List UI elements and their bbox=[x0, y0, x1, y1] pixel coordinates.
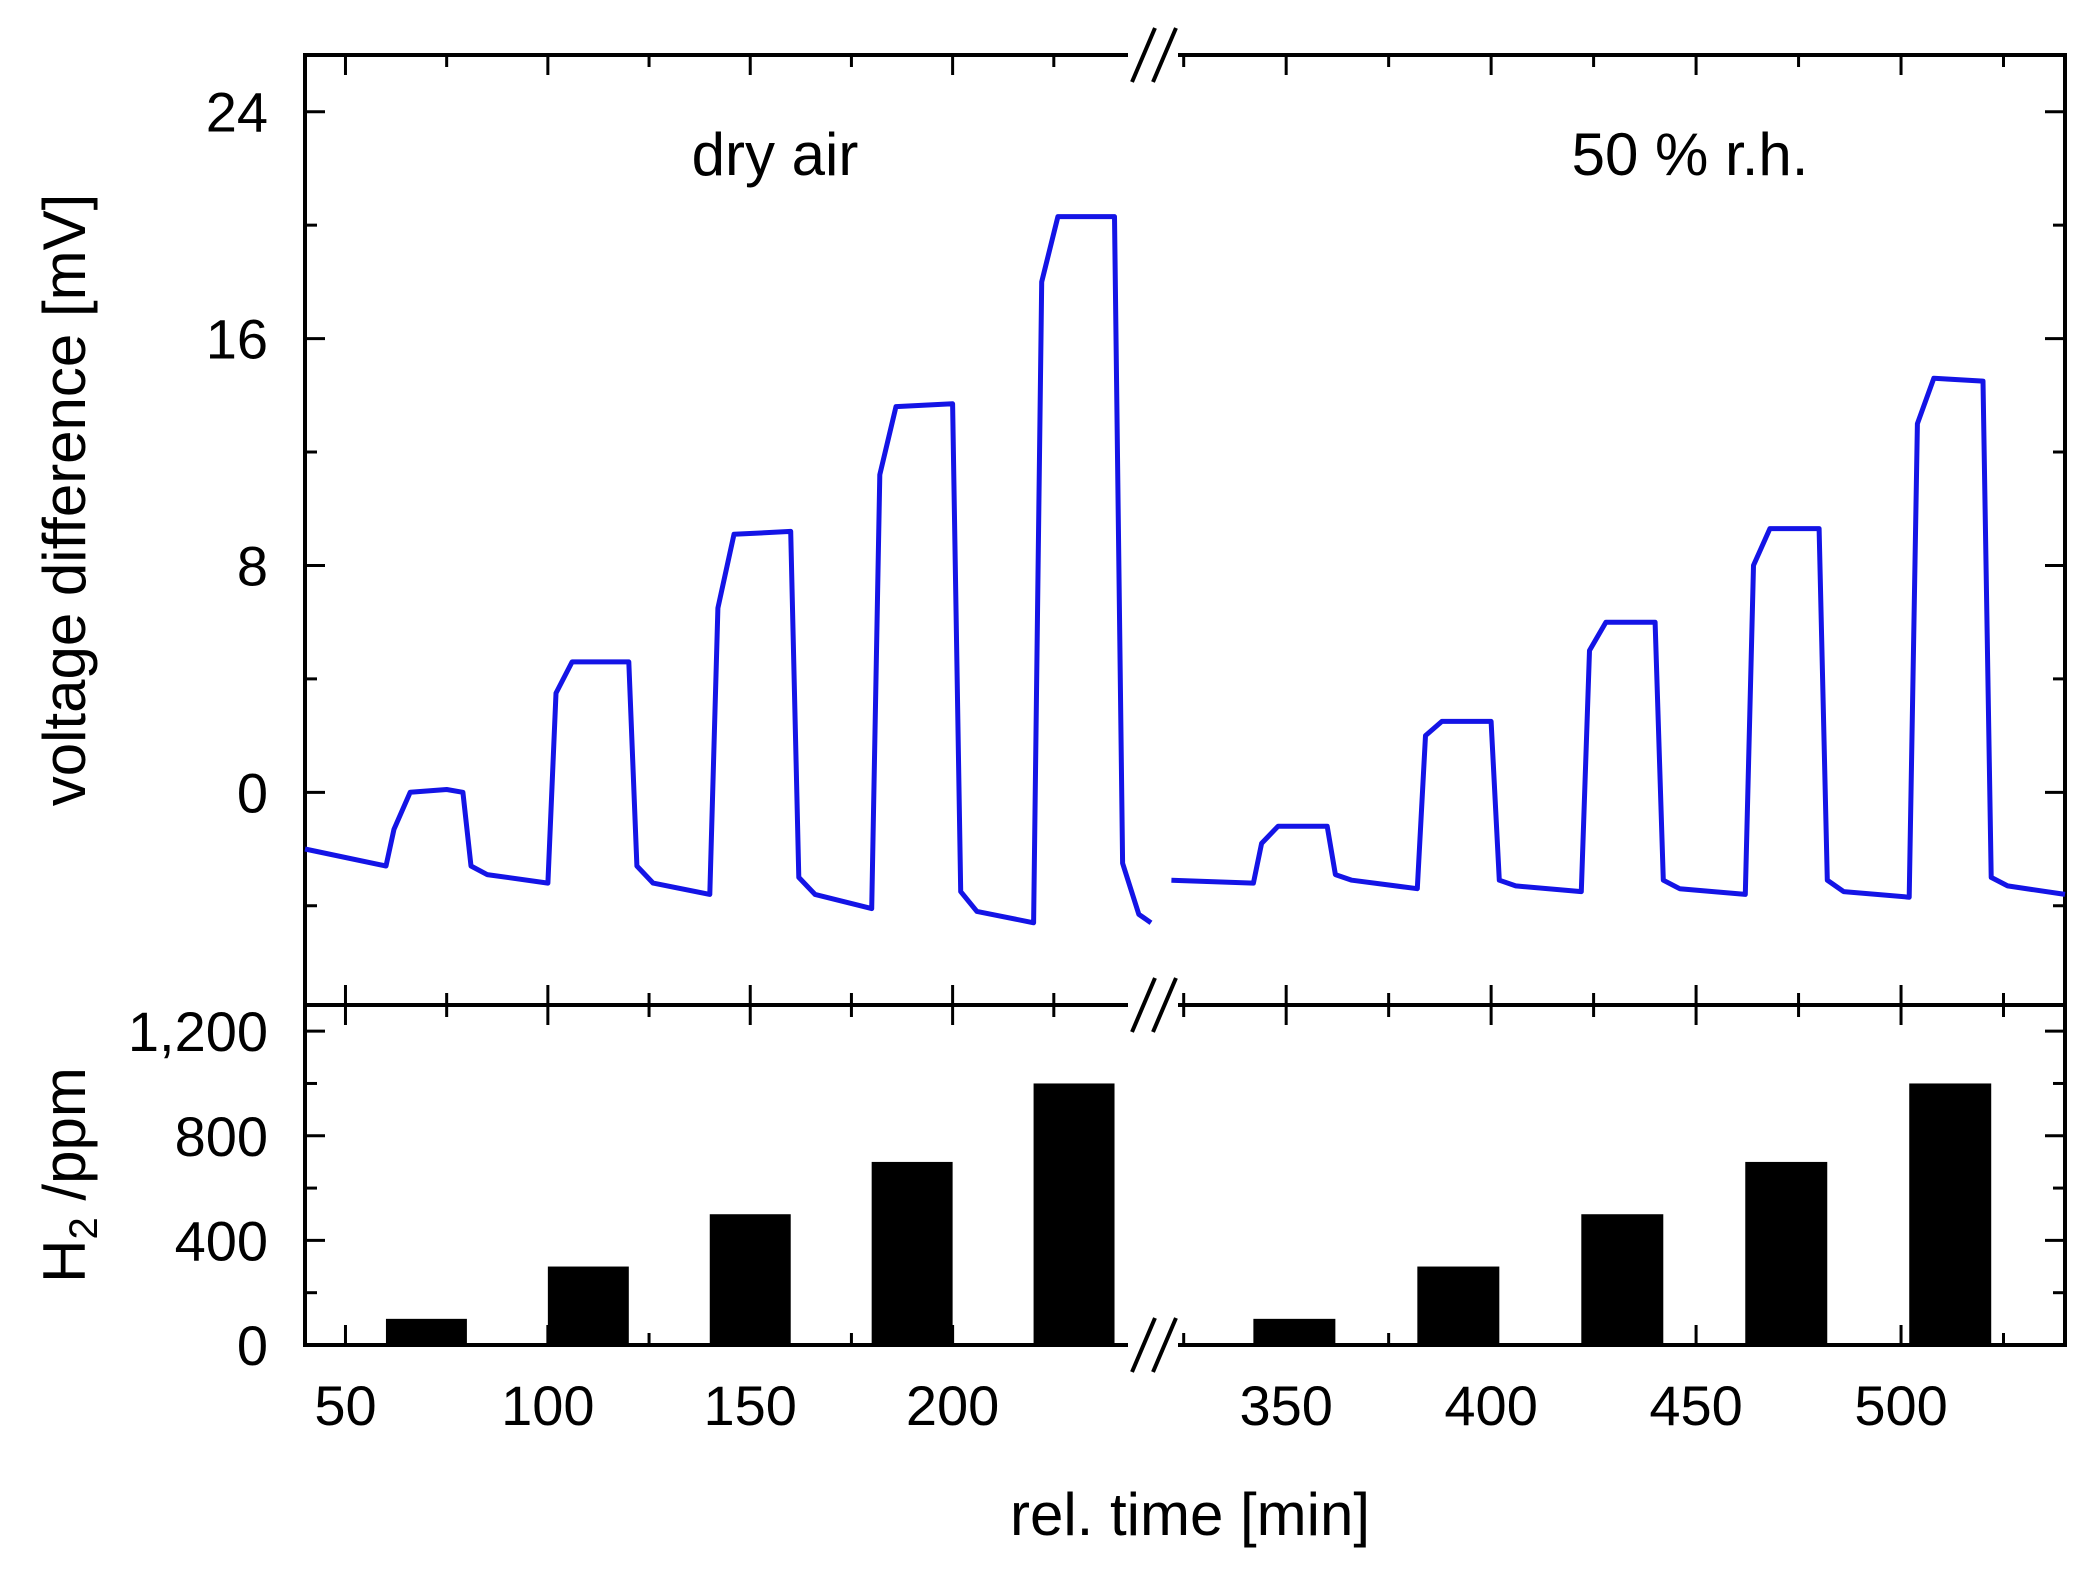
h2-bar-3 bbox=[709, 1214, 791, 1345]
xtick-label: 200 bbox=[906, 1374, 999, 1437]
h2-bar-10 bbox=[1909, 1083, 1992, 1345]
h2-unit: /ppm bbox=[31, 1067, 98, 1217]
h2-bar-4 bbox=[871, 1161, 953, 1345]
annotation-dry-air: dry air bbox=[692, 121, 859, 188]
bottom-ytick-label: 1,200 bbox=[128, 1000, 268, 1063]
h2-bar-9 bbox=[1745, 1161, 1828, 1345]
h2-bar-2 bbox=[547, 1266, 629, 1345]
axes: 0 8 16 24 0 400 800 1,200 50 100 150 200 350 400 450 50… bbox=[128, 55, 2065, 1437]
xtick-label: 400 bbox=[1444, 1374, 1537, 1437]
h2-bar-8 bbox=[1581, 1214, 1664, 1345]
xtick-label: 350 bbox=[1239, 1374, 1332, 1437]
h2-label: H bbox=[31, 1239, 98, 1282]
bottom-ytick-label: 400 bbox=[175, 1209, 268, 1272]
h2-bar-6 bbox=[1253, 1318, 1336, 1345]
x-axis-title: rel. time [min] bbox=[1010, 1481, 1370, 1548]
top-ytick-label: 8 bbox=[237, 534, 268, 597]
top-ytick-label: 24 bbox=[206, 81, 268, 144]
h2-bar-1 bbox=[385, 1318, 467, 1345]
bottom-plot bbox=[385, 1083, 1992, 1345]
h2-bar-7 bbox=[1417, 1266, 1500, 1345]
series-line-2 bbox=[1171, 375, 2066, 900]
bottom-y-axis-title: H2 /ppm bbox=[31, 1067, 106, 1283]
annotation-50-rh: 50 % r.h. bbox=[1572, 121, 1809, 188]
top-ytick-label: 0 bbox=[237, 761, 268, 824]
h2-subscript: 2 bbox=[62, 1217, 106, 1239]
axis-break-marks bbox=[1128, 27, 1178, 1373]
bottom-ytick-label: 800 bbox=[175, 1105, 268, 1168]
top-ytick-label: 16 bbox=[206, 308, 268, 371]
xtick-label: 100 bbox=[501, 1374, 594, 1437]
xtick-label: 50 bbox=[314, 1374, 376, 1437]
h2-bar-5 bbox=[1033, 1083, 1115, 1345]
top-y-axis-title: voltage difference [mV] bbox=[31, 194, 98, 807]
series-line-1 bbox=[304, 214, 1153, 926]
xtick-label: 150 bbox=[704, 1374, 797, 1437]
bottom-ytick-label: 0 bbox=[237, 1314, 268, 1377]
xtick-label: 500 bbox=[1854, 1374, 1947, 1437]
top-plot bbox=[304, 214, 2066, 926]
xtick-label: 450 bbox=[1649, 1374, 1742, 1437]
